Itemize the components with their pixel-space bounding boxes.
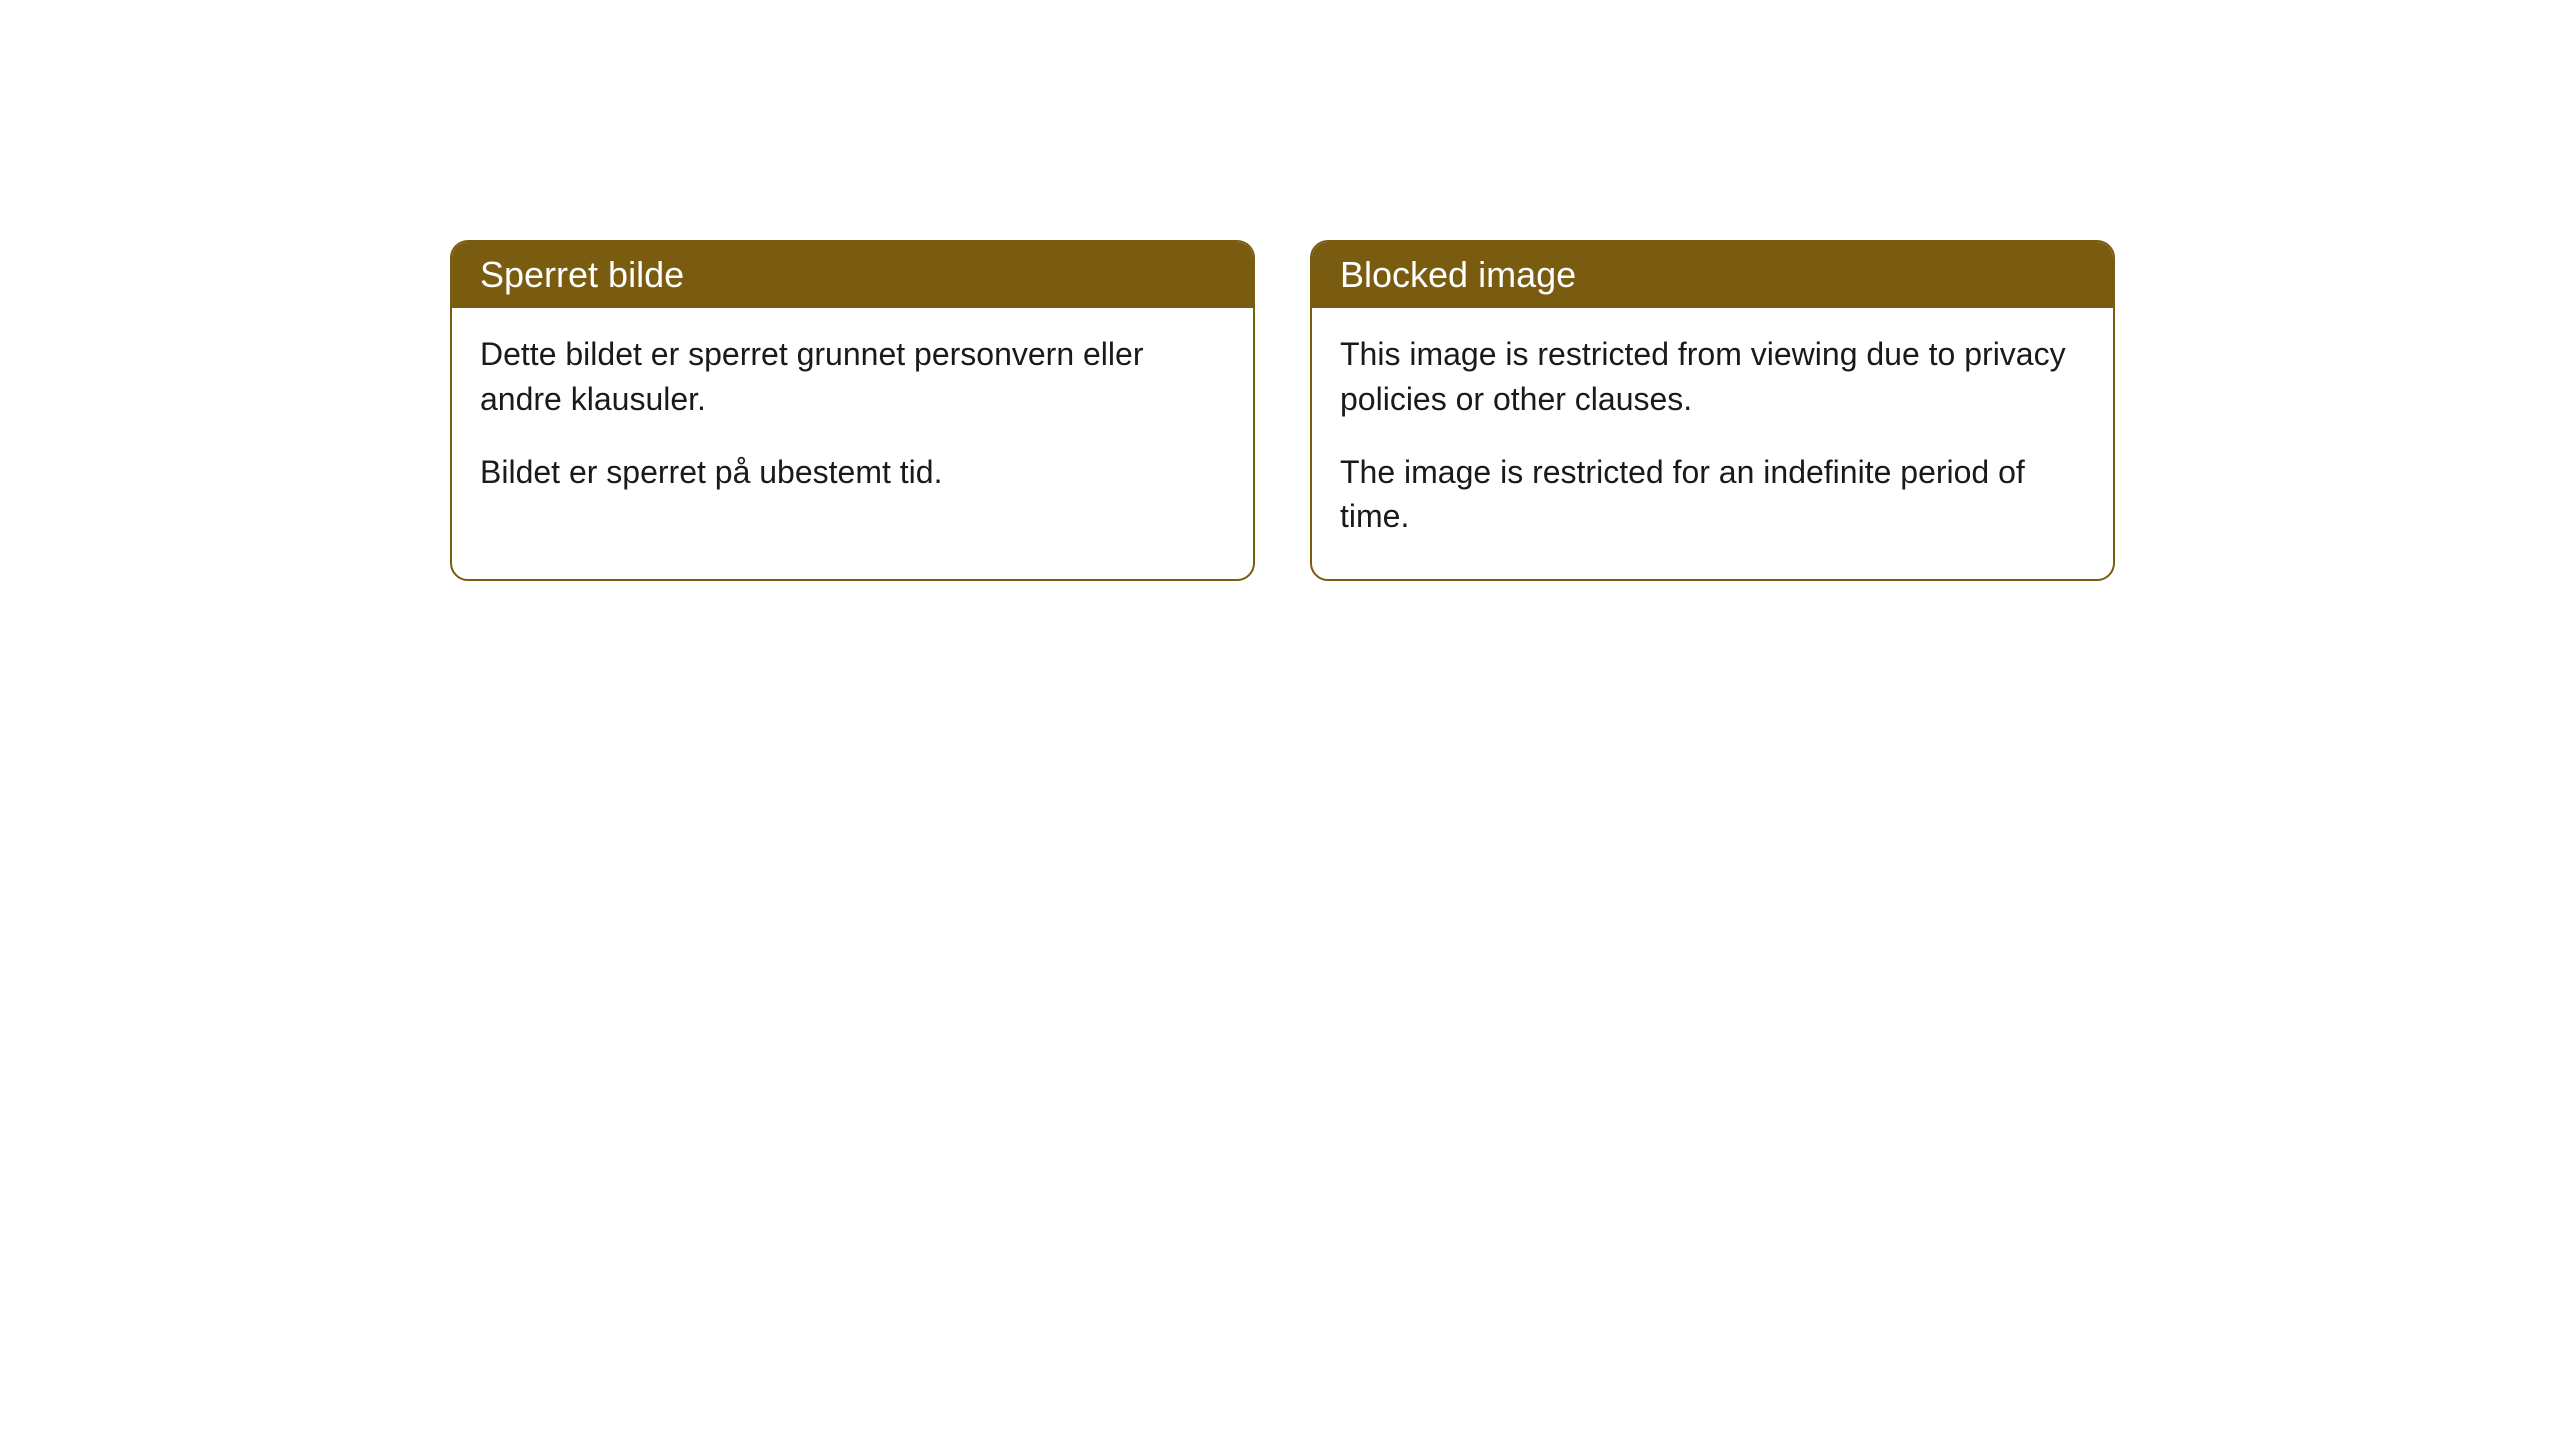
card-header-english: Blocked image xyxy=(1312,242,2113,308)
card-paragraph-2: Bildet er sperret på ubestemt tid. xyxy=(480,450,1225,495)
card-paragraph-2: The image is restricted for an indefinit… xyxy=(1340,450,2085,540)
card-paragraph-1: This image is restricted from viewing du… xyxy=(1340,332,2085,422)
card-body-norwegian: Dette bildet er sperret grunnet personve… xyxy=(452,308,1253,534)
blocked-image-card-english: Blocked image This image is restricted f… xyxy=(1310,240,2115,581)
cards-container: Sperret bilde Dette bildet er sperret gr… xyxy=(450,240,2115,581)
card-body-english: This image is restricted from viewing du… xyxy=(1312,308,2113,579)
blocked-image-card-norwegian: Sperret bilde Dette bildet er sperret gr… xyxy=(450,240,1255,581)
card-paragraph-1: Dette bildet er sperret grunnet personve… xyxy=(480,332,1225,422)
card-header-norwegian: Sperret bilde xyxy=(452,242,1253,308)
